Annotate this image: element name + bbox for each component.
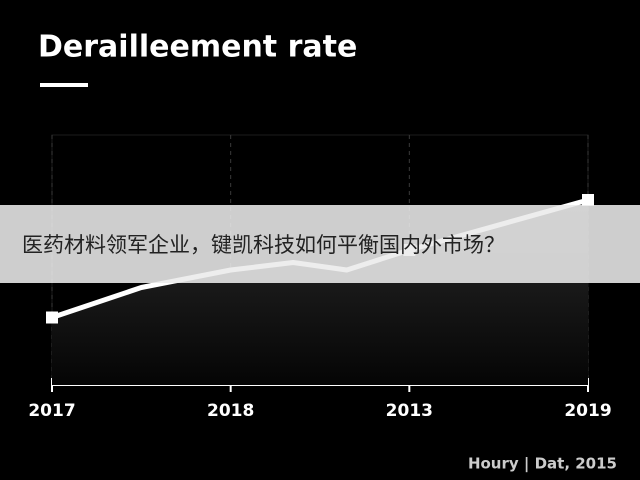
source: Houry | Dat, 2015: [468, 455, 617, 474]
chart-title: Derailleement rate: [38, 30, 357, 65]
x-tick-label: 2017: [28, 401, 75, 421]
x-tick-label: 2018: [207, 401, 254, 421]
x-tick-label: 2019: [564, 401, 611, 421]
marker: [46, 311, 58, 324]
marker: [582, 194, 594, 206]
title-underline: [40, 83, 88, 87]
overlay-banner: 医药材料领军企业，键凯科技如何平衡国内外市场？: [0, 205, 640, 283]
x-tick-label: 2013: [386, 401, 433, 421]
